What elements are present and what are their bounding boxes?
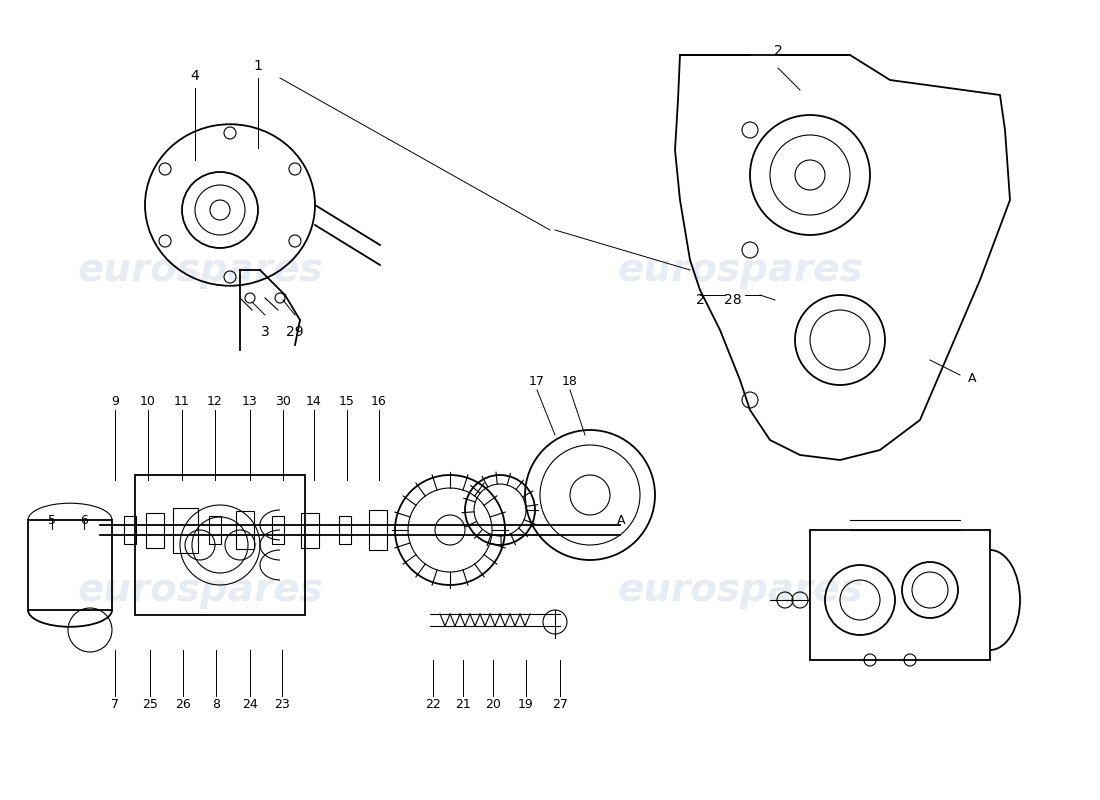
Text: A: A — [968, 371, 977, 385]
Text: 6: 6 — [80, 514, 88, 527]
Text: 2: 2 — [773, 44, 782, 58]
Text: 26: 26 — [175, 698, 191, 711]
Text: 2: 2 — [695, 293, 704, 307]
Bar — [124, 516, 136, 544]
Text: eurospares: eurospares — [77, 251, 323, 289]
Text: 1: 1 — [254, 59, 263, 73]
Text: 27: 27 — [552, 698, 568, 711]
Text: 21: 21 — [455, 698, 471, 711]
Text: 5: 5 — [48, 514, 56, 527]
Text: 25: 25 — [142, 698, 158, 711]
Bar — [173, 508, 198, 553]
Text: 7: 7 — [111, 698, 119, 711]
Bar — [28, 520, 112, 610]
Text: 14: 14 — [306, 395, 322, 408]
Text: 28: 28 — [724, 293, 741, 307]
Bar — [301, 513, 319, 548]
Text: eurospares: eurospares — [617, 571, 862, 609]
Text: 23: 23 — [274, 698, 290, 711]
Text: 17: 17 — [529, 375, 544, 388]
Text: 13: 13 — [242, 395, 257, 408]
Bar — [810, 530, 990, 660]
Text: 29: 29 — [286, 325, 304, 339]
Bar — [272, 516, 284, 544]
Bar — [368, 510, 387, 550]
Text: 30: 30 — [275, 395, 290, 408]
Text: 20: 20 — [485, 698, 501, 711]
Text: eurospares: eurospares — [617, 251, 862, 289]
Bar — [209, 516, 221, 544]
Text: 10: 10 — [140, 395, 156, 408]
Text: 24: 24 — [242, 698, 257, 711]
Text: A: A — [617, 514, 626, 526]
Text: 15: 15 — [339, 395, 355, 408]
Text: 19: 19 — [518, 698, 534, 711]
Text: 12: 12 — [207, 395, 223, 408]
Bar — [339, 516, 351, 544]
Text: 16: 16 — [371, 395, 387, 408]
Bar — [146, 513, 164, 548]
Text: 8: 8 — [212, 698, 220, 711]
Text: 4: 4 — [190, 69, 199, 83]
Text: eurospares: eurospares — [77, 571, 323, 609]
Text: 22: 22 — [425, 698, 441, 711]
Text: 9: 9 — [111, 395, 119, 408]
Text: 11: 11 — [174, 395, 190, 408]
Text: 18: 18 — [562, 375, 578, 388]
Bar — [135, 475, 305, 615]
Bar — [236, 511, 254, 549]
Text: 3: 3 — [261, 325, 270, 339]
